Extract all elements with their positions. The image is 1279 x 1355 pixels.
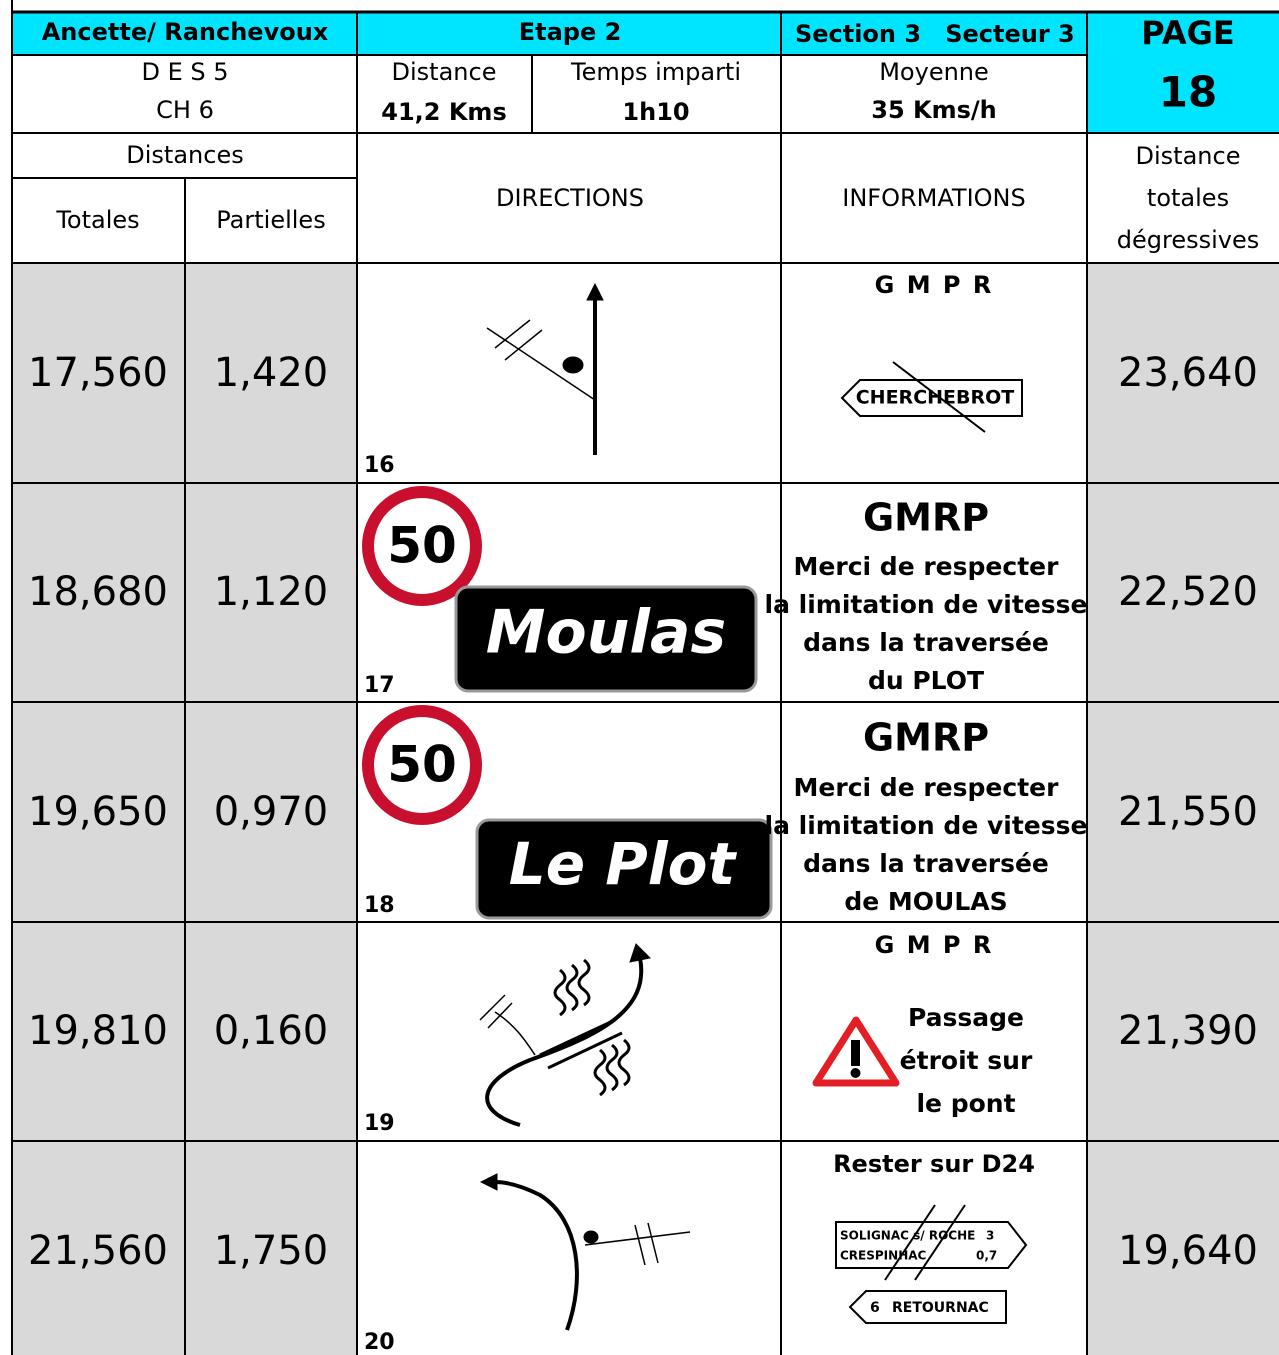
info-line: la limitation de vitesse — [765, 590, 1088, 619]
remaining: 21,390 — [1118, 1008, 1258, 1054]
direction-sign: CHERCHEBROT — [840, 361, 1023, 433]
info-line: Merci de respecter — [794, 773, 1060, 802]
tulip-16 — [486, 282, 604, 455]
sign-text: RETOURNAC — [892, 1300, 989, 1316]
ch: CH 6 — [156, 96, 214, 124]
direction-sign: SOLIGNAC s/ ROCHE 3 CRESPINHAC 0,7 6 RET… — [835, 1204, 1028, 1324]
grid — [11, 0, 1279, 1355]
info-title: GMRP — [863, 716, 989, 760]
warning-sign — [812, 1016, 900, 1087]
header-band — [12, 12, 1087, 55]
page-number: 18 — [1159, 68, 1217, 117]
remaining: 23,640 — [1118, 350, 1258, 396]
sign-text: 6 — [870, 1300, 880, 1316]
case-number: 16 — [364, 453, 395, 478]
speed: 50 — [387, 517, 457, 575]
section: Section 3 — [795, 20, 921, 48]
total: 19,650 — [28, 789, 168, 835]
info-line: Merci de respecter — [794, 552, 1060, 581]
stage: Etape 2 — [519, 18, 622, 46]
total: 19,810 — [28, 1008, 168, 1054]
case-number: 19 — [364, 1111, 395, 1136]
col-informations: INFORMATIONS — [842, 184, 1025, 212]
remaining: 22,520 — [1118, 569, 1258, 615]
info-line: le pont — [916, 1089, 1015, 1118]
speed-sign: 50 — [362, 705, 482, 825]
sign-text: SOLIGNAC s/ ROCHE — [840, 1229, 975, 1243]
place: Moulas — [486, 598, 726, 668]
info-title: GMRP — [863, 496, 989, 540]
special: D E S 5 — [141, 58, 228, 86]
place: Le Plot — [509, 830, 738, 898]
speed: 50 — [387, 736, 457, 794]
info-line: dans la traversée — [803, 628, 1049, 657]
total: 17,560 — [28, 350, 168, 396]
tulip-20 — [479, 1173, 691, 1331]
page-label: PAGE — [1141, 14, 1234, 52]
info-line: étroit sur — [900, 1046, 1033, 1075]
case-number: 20 — [364, 1330, 395, 1355]
distance: 41,2 Kms — [381, 98, 506, 126]
time-label: Temps imparti — [570, 58, 741, 86]
sign-text: 0,7 — [976, 1249, 997, 1263]
col-remaining: totales — [1147, 184, 1229, 212]
partial: 0,970 — [214, 789, 329, 835]
time: 1h10 — [622, 98, 689, 126]
total: 18,680 — [28, 569, 168, 615]
info-title: G M P R — [875, 271, 994, 299]
average: 35 Kms/h — [871, 96, 997, 124]
col-directions: DIRECTIONS — [496, 184, 644, 212]
info-line: de MOULAS — [844, 887, 1007, 916]
info-line: Passage — [908, 1003, 1024, 1032]
info-line: dans la traversée — [803, 849, 1049, 878]
col-remaining: dégressives — [1117, 226, 1260, 254]
place-sign: Le Plot — [475, 818, 773, 920]
event: Ancette/ Ranchevoux — [42, 18, 329, 46]
partial: 1,120 — [214, 569, 329, 615]
remaining: 21,550 — [1118, 789, 1258, 835]
info-title: Rester sur D24 — [833, 1150, 1035, 1178]
distances: 17,560 1,420 23,640 18,680 1,120 22,520 … — [28, 350, 1258, 1274]
distance-label: Distance — [392, 58, 497, 86]
info-line: du PLOT — [868, 666, 984, 695]
partial: 1,750 — [214, 1228, 329, 1274]
col-distances: Distances — [126, 141, 243, 169]
total: 21,560 — [28, 1228, 168, 1274]
sector: Secteur 3 — [945, 20, 1075, 48]
partial: 0,160 — [214, 1008, 329, 1054]
direction-cells — [357, 263, 1087, 1355]
sign-text: CRESPINHAC — [840, 1249, 927, 1263]
page-cell — [1087, 12, 1279, 133]
sign-text: 3 — [986, 1229, 994, 1243]
info-line: la limitation de vitesse — [765, 811, 1088, 840]
tulip-19 — [479, 943, 652, 1127]
case-number: 18 — [364, 893, 395, 918]
place-sign: Moulas — [454, 585, 758, 693]
col-totals: Totales — [55, 206, 139, 234]
sign-text: CHERCHEBROT — [856, 387, 1015, 409]
col-partials: Partielles — [216, 206, 325, 234]
info-title: G M P R — [875, 931, 994, 959]
remaining: 19,640 — [1118, 1228, 1258, 1274]
case-number: 17 — [364, 673, 395, 698]
average-label: Moyenne — [879, 58, 989, 86]
col-remaining: Distance — [1136, 142, 1241, 170]
partial: 1,420 — [214, 350, 329, 396]
speed-sign: 50 — [362, 486, 482, 606]
